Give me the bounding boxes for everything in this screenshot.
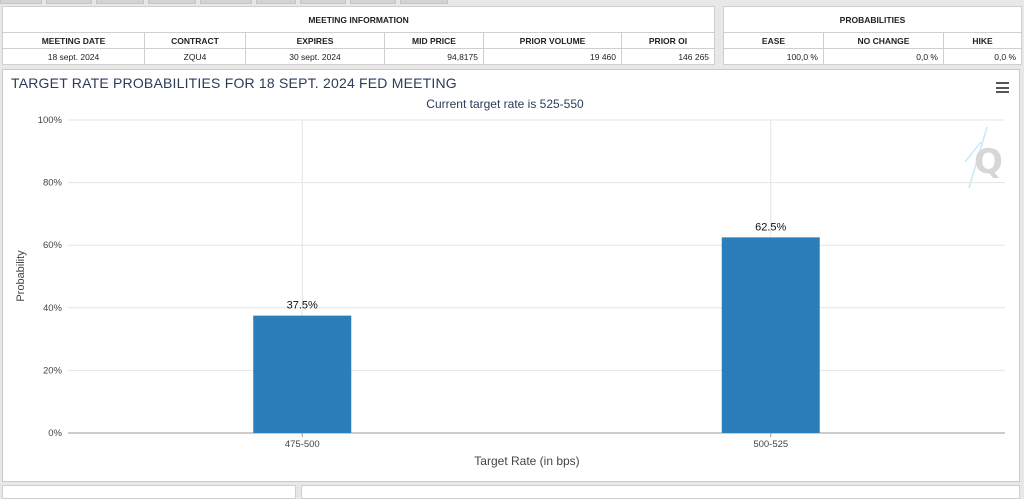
probabilities-header: PROBABILITIES	[722, 6, 1023, 33]
col-meeting-date: MEETING DATE	[2, 32, 145, 49]
bottom-panel-left	[2, 485, 296, 499]
probabilities-table: PROBABILITIES EASE NO CHANGE HIKE 100,0 …	[722, 6, 1023, 65]
y-tick-label: 80%	[43, 178, 63, 189]
table-row: 18 sept. 2024 ZQU4 30 sept. 2024 94,8175…	[2, 48, 716, 65]
bar-chart: Current target rate is 525-550 Q 0% 20% 40…	[15, 97, 1005, 468]
svg-text:Q: Q	[974, 142, 1003, 182]
bar[interactable]	[721, 237, 820, 433]
x-axis-title: Target Rate (in bps)	[474, 454, 579, 468]
y-tick-label: 100%	[38, 115, 63, 126]
mid-price-cell: 94,8175	[384, 48, 484, 65]
meeting-information-header: MEETING INFORMATION	[1, 6, 716, 33]
col-expires: EXPIRES	[245, 32, 385, 49]
col-hike: HIKE	[942, 32, 1023, 49]
col-ease: EASE	[723, 32, 824, 49]
chart-subtitle: Current target rate is 525-550	[426, 97, 584, 111]
data-label: 62.5%	[755, 221, 786, 233]
ease-cell: 100,0 %	[723, 48, 824, 65]
y-tick-label: 0%	[48, 428, 62, 439]
hamburger-menu-icon[interactable]	[996, 82, 1009, 93]
contract-cell: ZQU4	[144, 48, 246, 65]
chart-panel: TARGET RATE PROBABILITIES FOR 18 SEPT. 2…	[2, 69, 1020, 482]
bar[interactable]	[253, 315, 352, 433]
col-no-change: NO CHANGE	[823, 32, 944, 49]
prior-volume-cell: 19 460	[483, 48, 622, 65]
y-tick-label: 20%	[43, 365, 63, 376]
col-prior-oi: PRIOR OI	[620, 32, 716, 49]
expires-cell: 30 sept. 2024	[245, 48, 385, 65]
top-tab-strip	[0, 0, 1024, 4]
no-change-cell: 0,0 %	[823, 48, 944, 65]
col-prior-volume: PRIOR VOLUME	[483, 32, 622, 49]
hike-cell: 0,0 %	[942, 48, 1023, 65]
y-tick-label: 40%	[43, 303, 63, 314]
data-label: 37.5%	[287, 300, 318, 312]
y-tick-label: 60%	[43, 240, 63, 251]
y-axis-title: Probability	[15, 250, 27, 302]
col-contract: CONTRACT	[144, 32, 246, 49]
x-tick-label: 475-500	[285, 439, 320, 450]
chart-title: TARGET RATE PROBABILITIES FOR 18 SEPT. 2…	[11, 75, 457, 91]
q-logo-icon: Q	[964, 126, 1003, 189]
col-mid-price: MID PRICE	[384, 32, 484, 49]
prior-oi-cell: 146 265	[620, 48, 716, 65]
table-row: 100,0 % 0,0 % 0,0 %	[723, 48, 1023, 65]
x-tick-label: 500-525	[753, 439, 788, 450]
meeting-date-cell: 18 sept. 2024	[2, 48, 145, 65]
meeting-information-table: MEETING INFORMATION MEETING DATE CONTRAC…	[1, 6, 716, 65]
bottom-panel-right	[301, 485, 1020, 499]
